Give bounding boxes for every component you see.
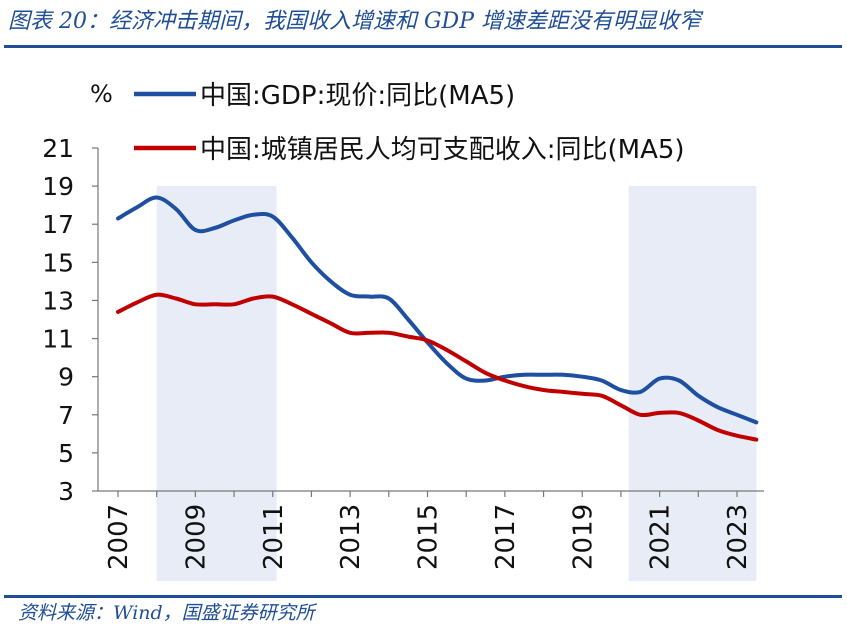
y-unit-label: %: [90, 80, 113, 108]
x-tick-label: 2013: [336, 504, 366, 570]
legend-label-gdp: 中国:GDP:现价:同比(MA5): [200, 81, 515, 111]
y-tick-label: 7: [58, 401, 74, 430]
y-tick-label: 19: [42, 172, 74, 201]
x-tick-label: 2017: [491, 504, 521, 570]
y-tick-label: 13: [42, 286, 74, 315]
y-tick-label: 11: [42, 325, 74, 354]
x-tick-label: 2021: [646, 504, 676, 570]
y-tick-label: 15: [42, 248, 74, 277]
figure-title: 图表 20：经济冲击期间，我国收入增速和 GDP 增速差距没有明显收窄: [8, 9, 701, 34]
source-divider: [4, 595, 842, 598]
y-tick-label: 5: [58, 439, 74, 468]
title-divider: [4, 45, 842, 48]
axes: 3 5 7 9 11 13 15 17 19 21 2007 2009 2011 2013 2015 2017…: [42, 134, 764, 570]
shaded-period-1: [156, 186, 277, 581]
line-chart: 3 5 7 9 11 13 15 17 19 21 2007 2009 2011 2013 2015 2017…: [42, 80, 764, 581]
legend-label-income: 中国:城镇居民人均可支配收入:同比(MA5): [200, 135, 685, 165]
x-tick-label: 2015: [414, 504, 444, 570]
legend: 中国:GDP:现价:同比(MA5) 中国:城镇居民人均可支配收入:同比(MA5): [134, 81, 685, 165]
shaded-periods: [156, 186, 757, 581]
y-tick-label: 9: [58, 363, 74, 392]
series-line-income: [116, 292, 759, 442]
y-tick-label: 3: [58, 477, 74, 506]
y-tick-label: 17: [42, 210, 74, 239]
x-tick-label: 2023: [723, 504, 753, 570]
series-line-gdp: [116, 195, 759, 425]
y-tick-label: 21: [42, 134, 74, 163]
x-tick-label: 2011: [259, 504, 289, 570]
x-tick-label: 2019: [568, 504, 598, 570]
x-tick-label: 2009: [181, 504, 211, 570]
series-lines: [116, 195, 759, 442]
source-note: 资料来源：Wind，国盛证券研究所: [18, 602, 315, 624]
x-tick-label: 2007: [104, 504, 134, 570]
